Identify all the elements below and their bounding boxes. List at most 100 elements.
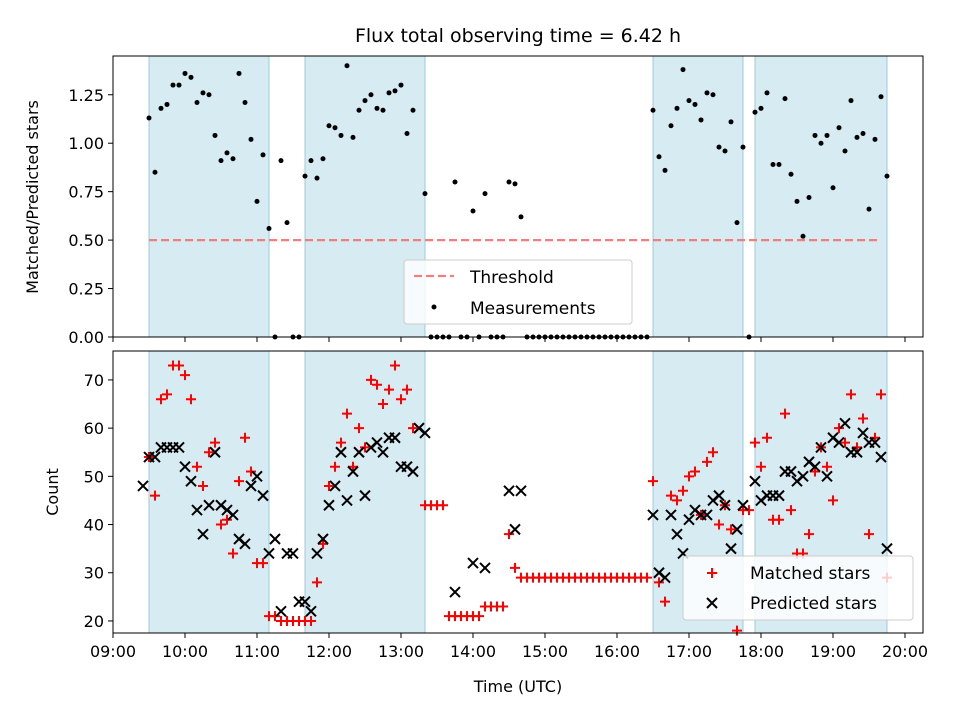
predicted-star-point bbox=[323, 499, 335, 511]
top-x-ticks bbox=[112, 337, 906, 342]
x-tick-label: 16:00 bbox=[594, 642, 640, 661]
predicted-star-point bbox=[671, 528, 683, 540]
measurement-point bbox=[176, 82, 182, 88]
matched-star-point bbox=[498, 601, 508, 612]
matched-star-point bbox=[156, 394, 166, 405]
measurement-point bbox=[878, 94, 884, 100]
predicted-star-point bbox=[875, 451, 887, 463]
matched-star-point bbox=[846, 389, 856, 400]
matched-star-point bbox=[306, 615, 316, 626]
measurement-point bbox=[716, 144, 722, 150]
y-tick-label: 0.25 bbox=[68, 280, 104, 299]
matched-star-point bbox=[726, 524, 736, 535]
matched-star-point bbox=[378, 399, 388, 410]
matched-star-point bbox=[336, 437, 346, 448]
matched-star-point bbox=[408, 423, 418, 434]
matched-star-point bbox=[510, 562, 520, 573]
measurement-point bbox=[824, 132, 830, 138]
measurement-point bbox=[170, 82, 176, 88]
matched-star-point bbox=[684, 471, 694, 482]
matched-star-point bbox=[330, 461, 340, 472]
measurement-point bbox=[404, 131, 410, 137]
measurement-point bbox=[710, 92, 716, 98]
x-tick-label: 15:00 bbox=[522, 642, 568, 661]
predicted-star-point bbox=[773, 489, 785, 502]
top-axes-frame bbox=[112, 55, 924, 338]
measurement-point bbox=[320, 156, 326, 162]
matched-star-point bbox=[162, 389, 172, 400]
matched-star-point bbox=[402, 384, 412, 395]
measurement-point bbox=[242, 100, 248, 106]
predicted-star-point bbox=[227, 509, 239, 521]
matched-star-point bbox=[774, 514, 784, 525]
predicted-star-point bbox=[683, 514, 695, 526]
measurement-point bbox=[818, 140, 824, 146]
matched-stars-legend-marker bbox=[707, 568, 717, 578]
measurement-point bbox=[146, 115, 152, 121]
y-tick-label: 60 bbox=[84, 419, 104, 438]
measurement-point bbox=[212, 132, 218, 138]
matched-star-point bbox=[240, 432, 250, 443]
x-tick-label: 14:00 bbox=[450, 642, 496, 661]
x-tick-label: 09:00 bbox=[90, 642, 136, 661]
top-legend: Threshold Measurements bbox=[403, 259, 633, 325]
bottom-legend: Matched stars Predicted stars bbox=[682, 555, 914, 621]
observing-window-band bbox=[148, 350, 270, 634]
measurement-point bbox=[830, 185, 836, 191]
predicted-star-point bbox=[149, 451, 161, 463]
matched-star-point bbox=[204, 447, 214, 458]
matched-star-point bbox=[732, 625, 742, 636]
measurement-point bbox=[278, 158, 284, 164]
measurement-point bbox=[848, 98, 854, 104]
x-tick-label: 12:00 bbox=[306, 642, 352, 661]
predicted-star-point bbox=[725, 542, 737, 555]
measurement-point bbox=[260, 152, 266, 158]
predicted-star-point bbox=[449, 586, 461, 598]
measurement-point bbox=[764, 90, 770, 96]
threshold-legend-label: Threshold bbox=[469, 268, 554, 288]
predicted-star-point bbox=[509, 523, 521, 536]
predicted-star-point bbox=[719, 499, 731, 511]
top-panel: Flux total observing time = 6.42 h 0.000… bbox=[23, 25, 924, 347]
bottom-x-ticks: 09:00 10:00 11:00 12:00 13:00 14:00 15:00 16:00… bbox=[90, 633, 928, 661]
measurement-point bbox=[698, 117, 704, 123]
matched-star-point bbox=[234, 476, 244, 487]
measurement-point bbox=[368, 92, 374, 98]
measurement-point bbox=[206, 92, 212, 98]
measurement-point bbox=[410, 107, 416, 113]
measurements-legend-swatch bbox=[431, 304, 437, 310]
matched-star-point bbox=[474, 611, 484, 622]
predicted-star-point bbox=[839, 417, 851, 430]
measurement-point bbox=[686, 98, 692, 104]
predicted-star-point bbox=[881, 542, 893, 555]
measurement-point bbox=[770, 162, 776, 168]
top-y-axis-label: Matched/Predicted stars bbox=[23, 100, 42, 294]
measurement-point bbox=[692, 101, 698, 107]
measurement-point bbox=[332, 125, 338, 131]
matched-star-point bbox=[834, 423, 844, 434]
matched-star-point bbox=[366, 374, 376, 385]
predicted-star-point bbox=[659, 571, 671, 584]
predicted-star-point bbox=[737, 499, 749, 511]
measurement-point bbox=[350, 134, 356, 140]
measurement-point bbox=[284, 220, 290, 226]
matched-stars-legend-label: Matched stars bbox=[750, 564, 870, 584]
measurement-point bbox=[362, 98, 368, 104]
matched-star-point bbox=[270, 611, 280, 622]
predicted-stars-legend-label: Predicted stars bbox=[750, 594, 877, 614]
predicted-star-point bbox=[179, 460, 191, 473]
observing-window-band bbox=[754, 55, 888, 338]
bottom-legend-box bbox=[682, 555, 914, 621]
observing-window-band bbox=[148, 55, 270, 338]
matched-star-point bbox=[384, 384, 394, 395]
predicted-star-point bbox=[197, 528, 209, 540]
predicted-star-point bbox=[311, 547, 323, 560]
predicted-star-point bbox=[305, 605, 317, 618]
measurement-point bbox=[734, 220, 740, 226]
measurement-point bbox=[152, 169, 158, 175]
matched-star-point bbox=[852, 442, 862, 453]
predicted-star-point bbox=[407, 465, 419, 478]
measurement-point bbox=[194, 100, 200, 106]
measurement-point bbox=[386, 90, 392, 96]
